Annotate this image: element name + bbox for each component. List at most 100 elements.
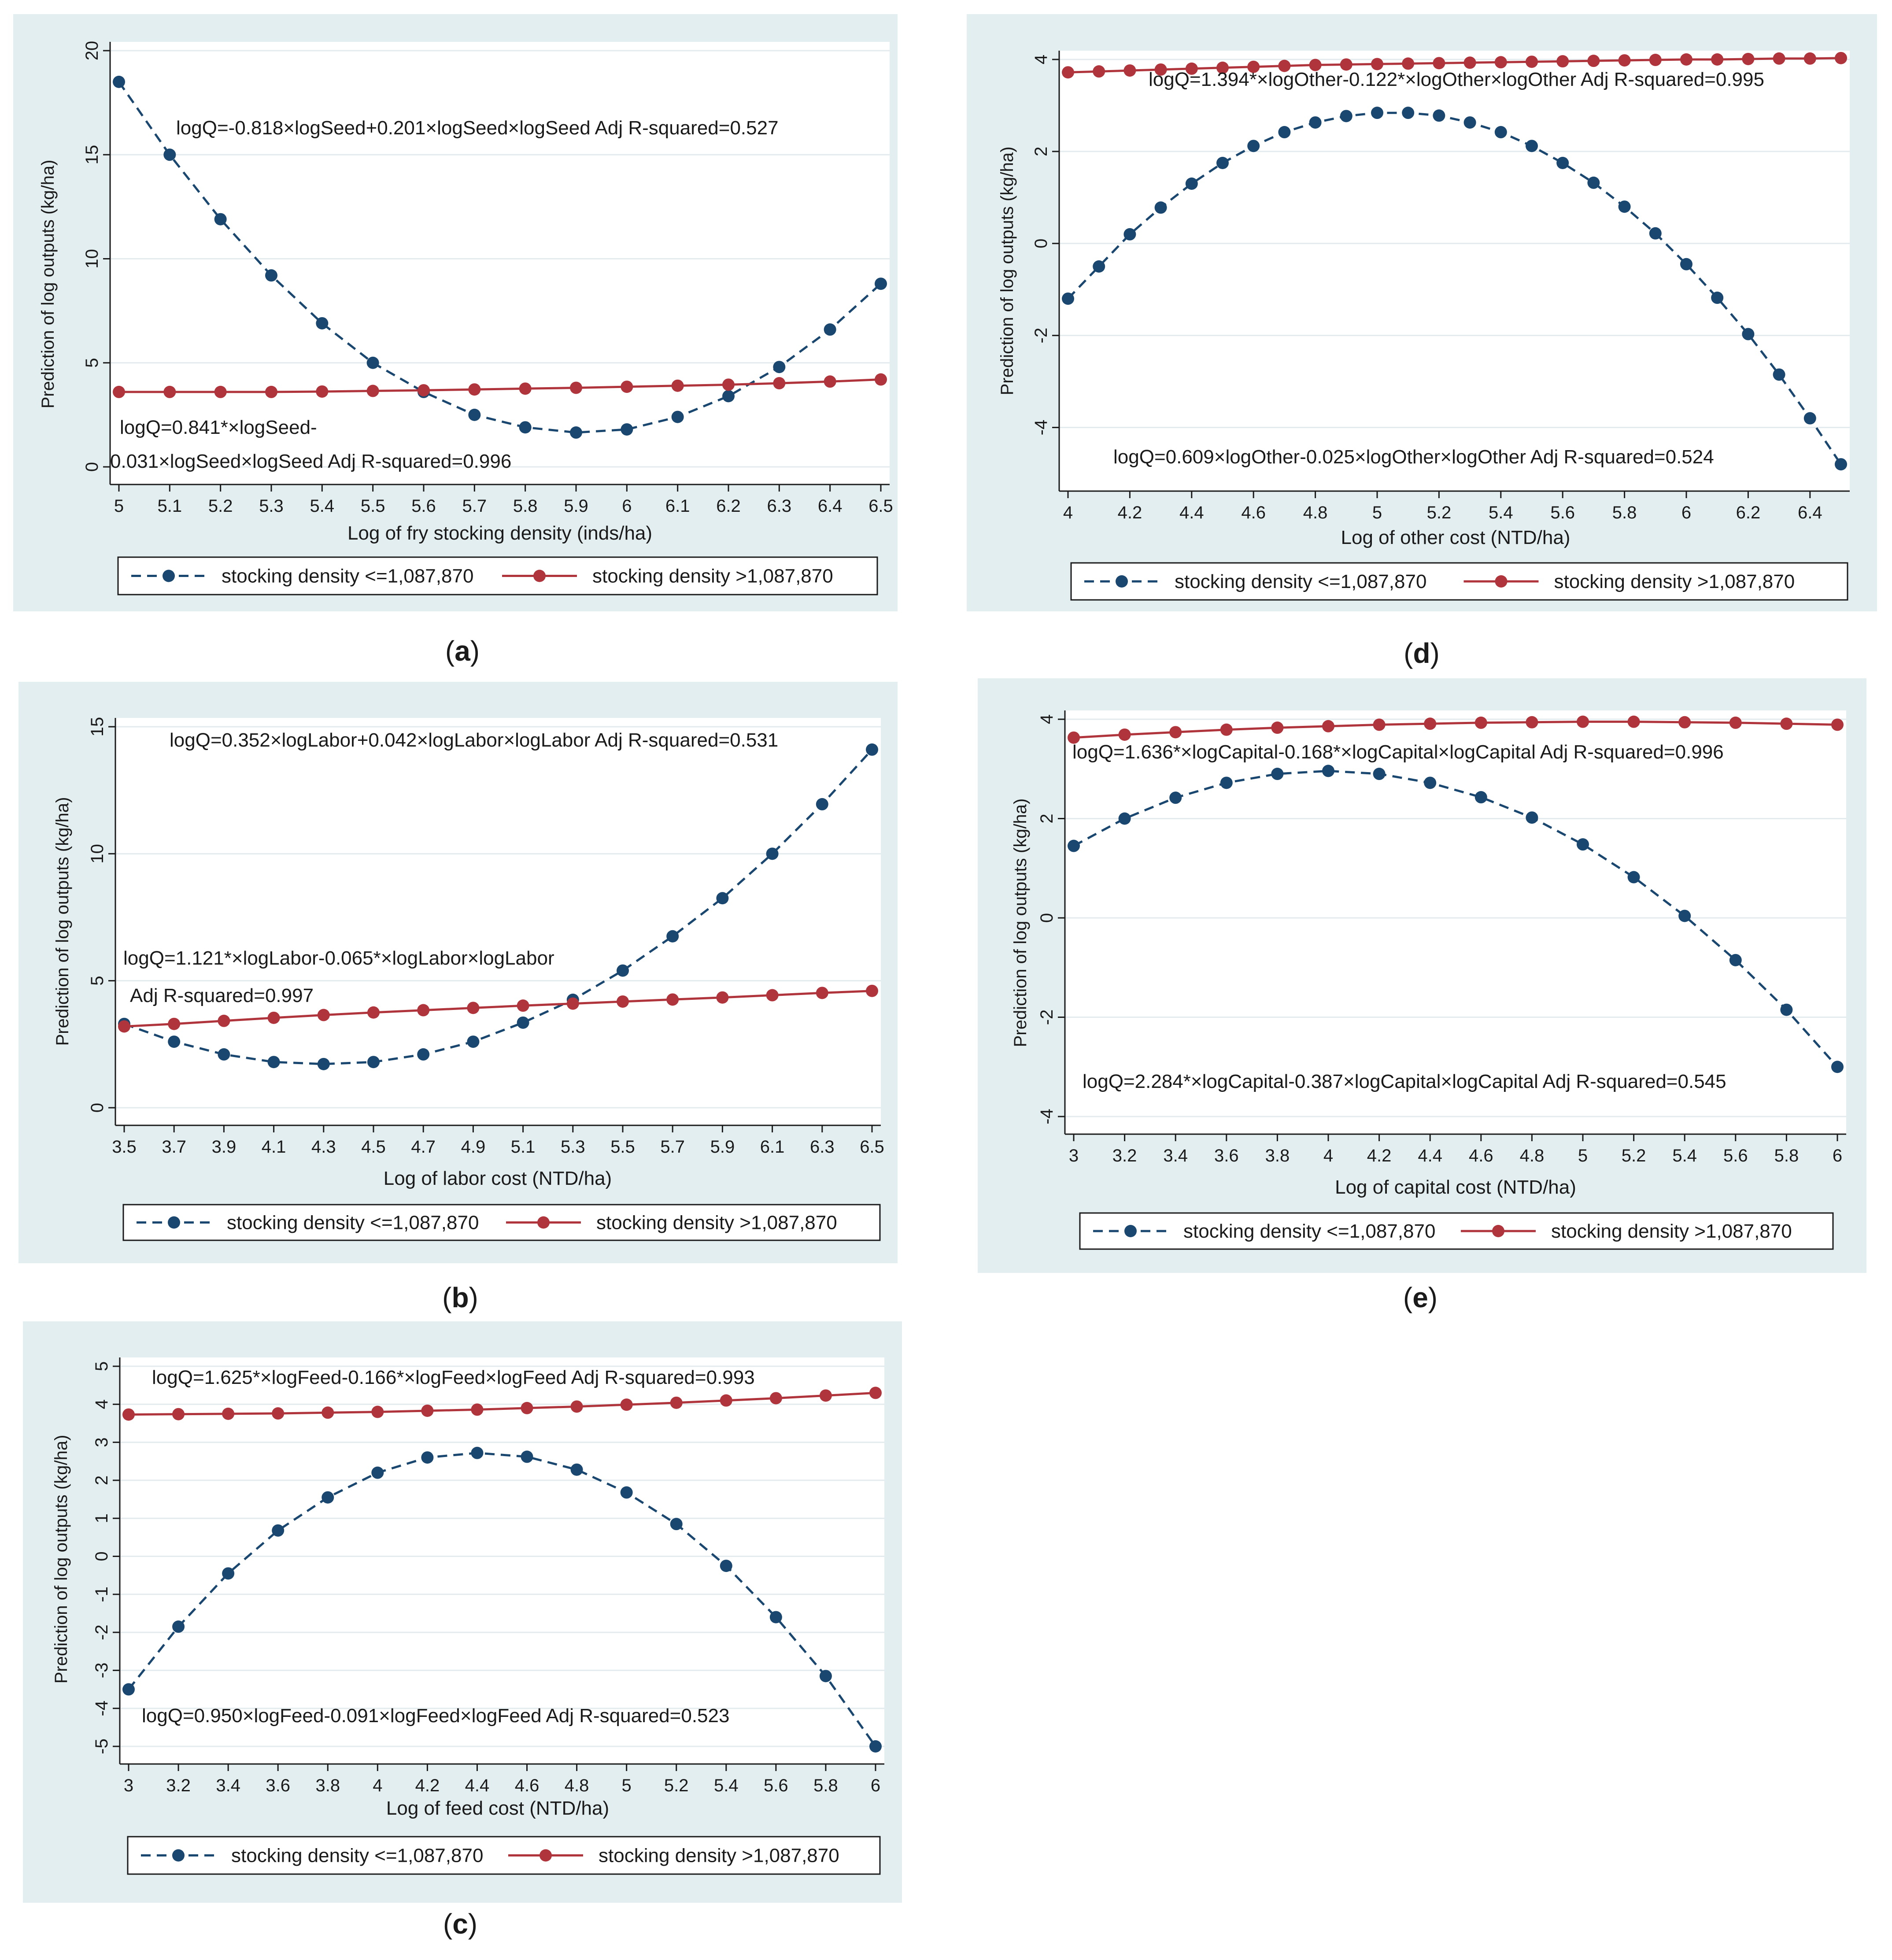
chart-c-series-high-density-point <box>819 1389 832 1402</box>
chart-c-series-low-density-point <box>570 1463 583 1476</box>
chart-a-series-low-density-point <box>468 408 481 421</box>
chart-a-series-high-density-point <box>366 385 379 397</box>
chart-a-x-tick-label: 6.4 <box>818 496 843 516</box>
chart-c-series-low-density-point <box>122 1683 135 1696</box>
chart-b-equation-annotation: Adj R-squared=0.997 <box>130 985 314 1006</box>
chart-c-series-high-density-point <box>122 1408 135 1421</box>
chart-e-series-high-density-point <box>1220 723 1233 736</box>
chart-c-y-tick-label: 2 <box>92 1476 111 1485</box>
chart-b-series-high-density-point <box>218 1014 230 1027</box>
chart-d-x-tick-label: 5.8 <box>1612 503 1637 522</box>
chart-e-x-tick-label: 3.2 <box>1112 1146 1137 1165</box>
chart-c-series-low-density-point <box>819 1670 832 1683</box>
chart-d-equation-annotation: logQ=1.394*×logOther-0.122*×logOther×log… <box>1149 69 1764 90</box>
chart-e-x-tick-label: 4.4 <box>1418 1146 1442 1165</box>
chart-b-series-high-density-point <box>467 1002 480 1014</box>
chart-d: -4 -2 0 2 4 4 4.2 4.4 4.6 4.8 5 5.2 5.4 5.6 5.8 6 6.2 6.4… <box>967 14 1877 669</box>
chart-e-series-low-density-point <box>1474 791 1487 804</box>
chart-e-series-low-density-point <box>1271 768 1284 780</box>
chart-d-y-tick-label: 0 <box>1031 239 1051 248</box>
chart-a-x-tick-label: 5.3 <box>259 496 284 516</box>
chart-b-series-high-density-point <box>666 993 679 1006</box>
chart-d-series-low-density-point <box>1062 292 1074 305</box>
chart-a: 0 5 10 15 20 5 5.1 5.2 5.3 5.4 5.5 5.6 5.7 5.8 5.9 6 6.1… <box>13 14 898 667</box>
chart-c-series-low-density-point <box>222 1567 235 1580</box>
chart-e-series-low-density-point <box>1627 871 1640 884</box>
chart-d-y-tick-label: 4 <box>1031 55 1051 64</box>
chart-c-series-high-density-point <box>769 1392 782 1405</box>
chart-a-x-tick-label: 5.8 <box>513 496 538 516</box>
chart-e-caption: (e) <box>1403 1282 1437 1313</box>
chart-e-equation-annotation: logQ=2.284*×logCapital-0.387×logCapital×… <box>1083 1071 1726 1092</box>
chart-c-y-tick-label: 4 <box>92 1399 111 1409</box>
chart-b-plot-area <box>115 718 881 1125</box>
chart-e-legend-label: stocking density <=1,087,870 <box>1183 1220 1435 1242</box>
chart-d-series-low-density-point <box>1494 126 1507 139</box>
chart-c-x-tick-label: 5.2 <box>664 1776 689 1795</box>
chart-b-series-low-density-point <box>267 1056 280 1069</box>
chart-d-x-tick-label: 5 <box>1372 503 1382 522</box>
chart-d-x-tick-label: 4.4 <box>1179 503 1204 522</box>
chart-e-plot-area <box>1065 710 1846 1134</box>
chart-a-x-tick-label: 6.2 <box>716 496 741 516</box>
chart-d-series-low-density-point <box>1649 227 1662 240</box>
chart-e-x-tick-label: 3.6 <box>1214 1146 1239 1165</box>
chart-e-series-high-density-point <box>1729 716 1742 729</box>
chart-c-x-tick-label: 4.2 <box>415 1776 440 1795</box>
chart-d-caption: (d) <box>1404 637 1440 669</box>
chart-d-x-tick-label: 5.6 <box>1550 503 1575 522</box>
chart-b-x-tick-label: 5.3 <box>561 1137 585 1157</box>
chart-a-series-low-density-point <box>875 277 887 290</box>
chart-d-series-high-density-point <box>1340 58 1352 71</box>
chart-c-x-tick-label: 5.4 <box>714 1776 739 1795</box>
chart-c-series-high-density-point <box>371 1405 384 1418</box>
chart-e-legend-label: stocking density >1,087,870 <box>1551 1220 1792 1242</box>
chart-a-y-tick-label: 15 <box>82 145 102 165</box>
chart-e-legend-key-marker <box>1124 1225 1137 1237</box>
chart-d-legend <box>1070 562 1848 601</box>
chart-d-series-high-density-point <box>1711 53 1724 66</box>
chart-a-x-tick-label: 5.7 <box>462 496 487 516</box>
chart-a-x-tick-label: 6.3 <box>767 496 792 516</box>
chart-e-series-low-density-point <box>1118 812 1131 825</box>
chart-d-y-tick-label: -4 <box>1031 420 1051 436</box>
chart-c-series-low-density-point <box>371 1466 384 1479</box>
chart-b-series-high-density-point <box>118 1020 130 1033</box>
chart-b-series-high-density-point <box>168 1017 181 1030</box>
chart-a-series-low-density-point <box>113 75 125 88</box>
chart-a-equation-annotation: logQ=-0.818×logSeed+0.201×logSeed×logSee… <box>176 117 779 139</box>
chart-a-series-high-density-point <box>265 385 277 398</box>
chart-e-x-tick-label: 3.8 <box>1265 1146 1290 1165</box>
chart-c-legend-label: stocking density >1,087,870 <box>599 1845 839 1867</box>
chart-d-series-low-density-point <box>1835 458 1847 471</box>
chart-b-equation-annotation: logQ=0.352×logLabor+0.042×logLabor×logLa… <box>170 729 778 751</box>
chart-c-series-high-density-point <box>471 1403 484 1416</box>
chart-e-series-low-density-point <box>1526 811 1538 824</box>
chart-d-caption-letter: d <box>1413 637 1430 669</box>
chart-c-y-axis-title: Prediction of log outputs (kg/ha) <box>52 1435 71 1684</box>
chart-a-series-low-density-point <box>824 323 836 336</box>
chart-c-x-tick-label: 5.6 <box>764 1776 788 1795</box>
chart-a-series-low-density-point <box>621 423 633 436</box>
chart-b-y-tick-label: 0 <box>88 1103 107 1113</box>
chart-d-series-low-density-point <box>1433 109 1445 122</box>
chart-d-series-high-density-point <box>1803 52 1816 65</box>
chart-a-y-axis-title: Prediction of log outputs (kg/ha) <box>38 160 58 409</box>
chart-a-x-tick-label: 6 <box>622 496 632 516</box>
chart-c-series-low-density-point <box>421 1451 434 1464</box>
chart-b-series-high-density-point <box>617 995 629 1008</box>
chart-c: -5 -4 -3 -2 -1 0 1 2 3 4 5 3 3.2 3.4 3.6 3.8 4 4.2 4.4 4.6 4… <box>23 1321 902 1940</box>
chart-d-series-low-density-point <box>1247 140 1260 152</box>
chart-b-series-high-density-line <box>124 990 872 1028</box>
chart-d-series-low-density-point <box>1093 260 1105 273</box>
chart-b-x-tick-label: 4.1 <box>262 1137 286 1157</box>
chart-a-series-low-density-point <box>519 421 532 434</box>
chart-d-equation-annotation: logQ=0.609×logOther-0.025×logOther×logOt… <box>1113 446 1714 468</box>
chart-e-x-tick-label: 5 <box>1578 1146 1588 1165</box>
chart-c-series-low-density-point <box>620 1486 633 1499</box>
chart-e-y-tick-label: 4 <box>1037 714 1057 724</box>
chart-b-x-tick-label: 4.9 <box>461 1137 486 1157</box>
chart-c-y-tick-label: -2 <box>92 1624 111 1640</box>
chart-c-plot-area <box>120 1357 884 1764</box>
